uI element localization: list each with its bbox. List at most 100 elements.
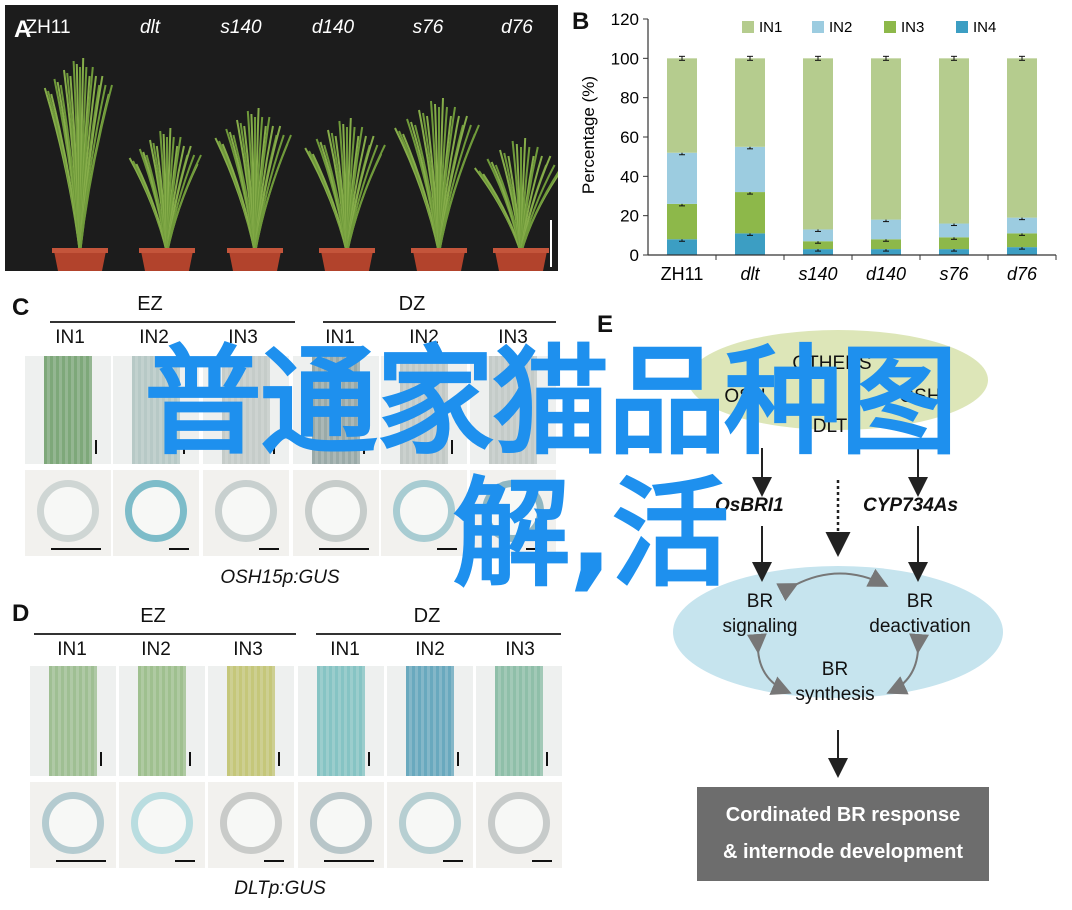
bar-segment-in1 xyxy=(803,58,833,230)
panel-a-photo: ZH11 dlt s140 d140 s76 d76 xyxy=(5,5,558,271)
rice-plant xyxy=(394,97,480,271)
bar-segment-in2 xyxy=(871,219,901,240)
d-sub-4: IN1 xyxy=(330,639,360,660)
c-sub-3: IN3 xyxy=(228,327,258,348)
rice-plant xyxy=(214,107,292,271)
d-caption: DLTp:GUS xyxy=(234,878,326,899)
x-tick-label: dlt xyxy=(740,264,760,284)
y-tick-label: 60 xyxy=(620,128,639,147)
c-group-dz: DZ xyxy=(398,293,426,315)
rice-plant xyxy=(304,117,386,271)
scale-bar xyxy=(278,752,280,766)
c-caption: OSH15p:GUS xyxy=(220,567,340,588)
scale-bar xyxy=(437,548,457,550)
scale-bar xyxy=(324,860,374,862)
cross-section-image xyxy=(30,782,116,868)
plant-label-2: dlt xyxy=(139,17,161,38)
d-sub-1: IN1 xyxy=(57,639,87,660)
bar-segment-in4 xyxy=(735,233,765,255)
cross-section-image xyxy=(208,782,294,868)
c-dz-line xyxy=(323,321,556,323)
bar-segment-in3 xyxy=(1007,233,1037,248)
c-group-ez: EZ xyxy=(137,293,163,315)
plant-label-5: s76 xyxy=(412,17,444,38)
stem-section-image xyxy=(203,356,289,464)
bar-segment-in3 xyxy=(735,192,765,234)
scale-bar xyxy=(532,860,552,862)
node-br-signaling-l1: BR xyxy=(746,591,774,612)
c-sub-1: IN1 xyxy=(55,327,85,348)
gene-osbri1: OsBRI1 xyxy=(715,495,784,516)
scale-bar xyxy=(175,860,195,862)
legend-swatch-in4 xyxy=(956,21,968,33)
node-br-synthesis: BR synthesis xyxy=(775,657,895,707)
d-group-ez: EZ xyxy=(140,605,166,627)
scale-bar xyxy=(264,860,284,862)
plant-label-3: s140 xyxy=(220,17,262,38)
rice-plant xyxy=(43,57,113,271)
bar-segment-in3 xyxy=(871,239,901,250)
stem-section-image xyxy=(208,666,294,776)
c-sub-4: IN1 xyxy=(325,327,355,348)
scale-bar xyxy=(546,752,548,766)
d-sub-6: IN3 xyxy=(505,639,535,660)
c-sub-5: IN2 xyxy=(409,327,439,348)
cross-section-image xyxy=(470,470,556,556)
bar-segment-in2 xyxy=(667,152,697,204)
stem-section-image xyxy=(25,356,111,464)
d-sub-2: IN2 xyxy=(141,639,171,660)
bar-segment-in3 xyxy=(667,203,697,240)
scale-bar xyxy=(100,752,102,766)
legend-label-in1: IN1 xyxy=(759,19,782,36)
node-br-signaling-l2: signaling xyxy=(722,616,798,637)
bar-segment-in2 xyxy=(939,223,969,238)
stem-section-image xyxy=(113,356,199,464)
bar-segment-in3 xyxy=(939,237,969,250)
bar-segment-in2 xyxy=(803,229,833,242)
error-bar xyxy=(951,55,957,61)
output-box: Cordinated BR response & internode devel… xyxy=(697,787,989,881)
x-tick-label: d76 xyxy=(1007,264,1038,284)
plant-label-4: d140 xyxy=(311,17,355,38)
cross-section-image xyxy=(381,470,467,556)
y-tick-label: 20 xyxy=(620,207,639,226)
node-br-deactivation-l1: BR xyxy=(906,591,934,612)
bar-segment-in4 xyxy=(939,249,969,255)
cross-section-image xyxy=(113,470,199,556)
bar-segment-in1 xyxy=(1007,58,1037,218)
node-br-synthesis-l2: synthesis xyxy=(795,684,875,705)
bar-segment-in4 xyxy=(667,239,697,255)
bar-segment-in3 xyxy=(803,241,833,250)
error-bar xyxy=(747,55,753,61)
cycle-arrow-left xyxy=(746,633,792,695)
osh-label-right: OSH xyxy=(899,386,941,407)
scale-bar xyxy=(189,752,191,766)
stem-section-image xyxy=(119,666,205,776)
scale-bar xyxy=(443,860,463,862)
cycle-arrow-right xyxy=(886,633,930,695)
osh-label-left: OSH xyxy=(724,386,766,407)
d-dz-line xyxy=(316,633,561,635)
x-tick-label: ZH11 xyxy=(661,264,704,284)
scale-bar xyxy=(526,548,546,550)
output-line-1: Cordinated BR response xyxy=(725,804,961,826)
x-tick-label: s76 xyxy=(939,264,969,284)
output-line-2: & internode development xyxy=(722,841,964,863)
bar-segment-in4 xyxy=(871,249,901,255)
scale-bar xyxy=(363,440,365,454)
scale-bar xyxy=(56,860,106,862)
d-sub-3: IN3 xyxy=(233,639,263,660)
node-br-deactivation-l2: deactivation xyxy=(869,616,971,637)
bar-segment-in1 xyxy=(735,58,765,147)
bar-segment-in1 xyxy=(939,58,969,224)
bar-segment-in4 xyxy=(1007,247,1037,255)
cross-section-image xyxy=(387,782,473,868)
error-bar xyxy=(1019,55,1025,61)
d-ez-line xyxy=(34,633,296,635)
rice-plant xyxy=(474,137,558,271)
panel-label-a: A xyxy=(14,16,32,43)
stem-section-image xyxy=(476,666,562,776)
error-bar xyxy=(883,55,889,61)
legend-swatch-in1 xyxy=(742,21,754,33)
bar-segment-in1 xyxy=(871,58,901,220)
